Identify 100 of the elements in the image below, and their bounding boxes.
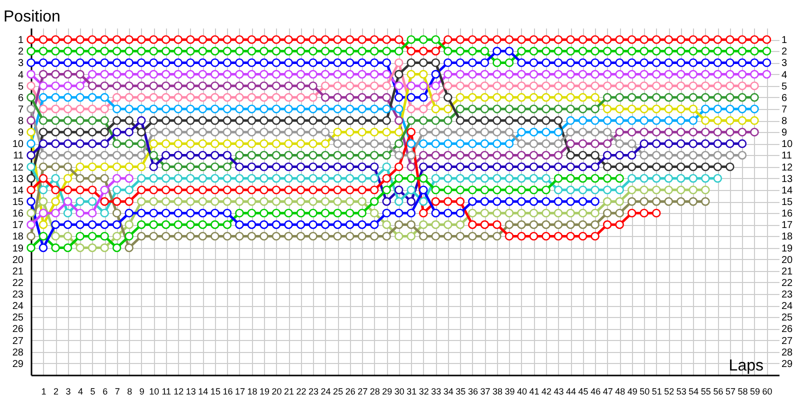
x-tick-label: 41 xyxy=(529,386,540,396)
x-tick-label: 28 xyxy=(370,386,380,396)
point xyxy=(701,150,710,160)
y2-tick-label: 23 xyxy=(782,290,794,301)
point xyxy=(124,232,134,241)
point xyxy=(431,186,440,194)
point xyxy=(627,81,636,90)
point xyxy=(174,150,183,160)
point xyxy=(137,139,146,148)
point xyxy=(149,104,158,114)
point xyxy=(382,197,391,206)
point xyxy=(431,128,440,136)
y-tick-label: 20 xyxy=(12,254,24,266)
point xyxy=(272,104,281,114)
point xyxy=(272,139,281,148)
point xyxy=(63,208,72,218)
point xyxy=(247,220,256,229)
point xyxy=(63,150,72,160)
point xyxy=(100,139,109,148)
point xyxy=(38,139,48,148)
point xyxy=(701,174,710,183)
point xyxy=(308,186,318,194)
y2-tick-label: 18 xyxy=(782,232,794,243)
point xyxy=(174,139,183,148)
point xyxy=(468,174,477,183)
point xyxy=(247,139,256,148)
point xyxy=(615,116,624,125)
point xyxy=(210,81,220,90)
point xyxy=(222,128,232,136)
point xyxy=(162,128,170,136)
point xyxy=(444,128,452,136)
point xyxy=(100,220,109,229)
point xyxy=(554,81,563,90)
x-tick-label: 44 xyxy=(566,386,576,396)
point xyxy=(124,243,134,252)
point xyxy=(320,162,330,172)
point xyxy=(174,128,183,136)
point xyxy=(504,162,514,172)
point xyxy=(100,93,109,102)
point xyxy=(713,93,722,102)
point xyxy=(284,150,293,160)
point xyxy=(615,186,624,194)
point xyxy=(542,162,550,172)
point xyxy=(640,139,648,148)
point xyxy=(406,70,416,79)
point xyxy=(554,150,563,160)
point xyxy=(26,232,36,241)
point xyxy=(149,197,158,206)
point xyxy=(308,104,318,114)
point xyxy=(222,232,232,241)
point xyxy=(76,186,84,194)
point xyxy=(444,150,452,160)
point xyxy=(554,128,563,136)
point xyxy=(615,208,624,218)
x-tick-label: 10 xyxy=(149,386,160,396)
point xyxy=(162,162,170,172)
point xyxy=(480,208,490,218)
point xyxy=(713,150,722,160)
point xyxy=(235,150,244,160)
point xyxy=(713,104,722,114)
point xyxy=(320,174,330,183)
point xyxy=(100,81,109,90)
point xyxy=(652,139,661,148)
point xyxy=(382,208,391,218)
y-tick-label: 11 xyxy=(13,150,24,162)
point xyxy=(235,116,244,125)
point xyxy=(26,174,36,183)
x-tick-label: 33 xyxy=(431,386,442,396)
point xyxy=(162,208,170,218)
point xyxy=(370,139,379,148)
y2-tick-label: 7 xyxy=(782,104,788,116)
point xyxy=(529,220,538,229)
point xyxy=(394,208,404,218)
point xyxy=(456,150,465,160)
point xyxy=(235,162,244,172)
point xyxy=(554,162,563,172)
point xyxy=(456,104,465,114)
point xyxy=(602,150,612,160)
point xyxy=(38,104,48,114)
point xyxy=(112,174,122,183)
point xyxy=(260,150,268,160)
point xyxy=(100,208,109,218)
point xyxy=(726,162,734,172)
point xyxy=(112,162,122,172)
point xyxy=(320,116,330,125)
point xyxy=(713,139,722,148)
point xyxy=(210,150,220,160)
point xyxy=(38,128,48,136)
point xyxy=(517,162,526,172)
point xyxy=(100,174,109,183)
point xyxy=(676,197,686,206)
point xyxy=(198,104,208,114)
point xyxy=(542,93,550,102)
point xyxy=(554,220,563,229)
y-tick-label: 27 xyxy=(12,336,24,347)
point xyxy=(468,232,477,241)
point xyxy=(504,220,514,229)
point xyxy=(333,93,342,102)
point xyxy=(320,232,330,241)
point xyxy=(602,220,612,229)
